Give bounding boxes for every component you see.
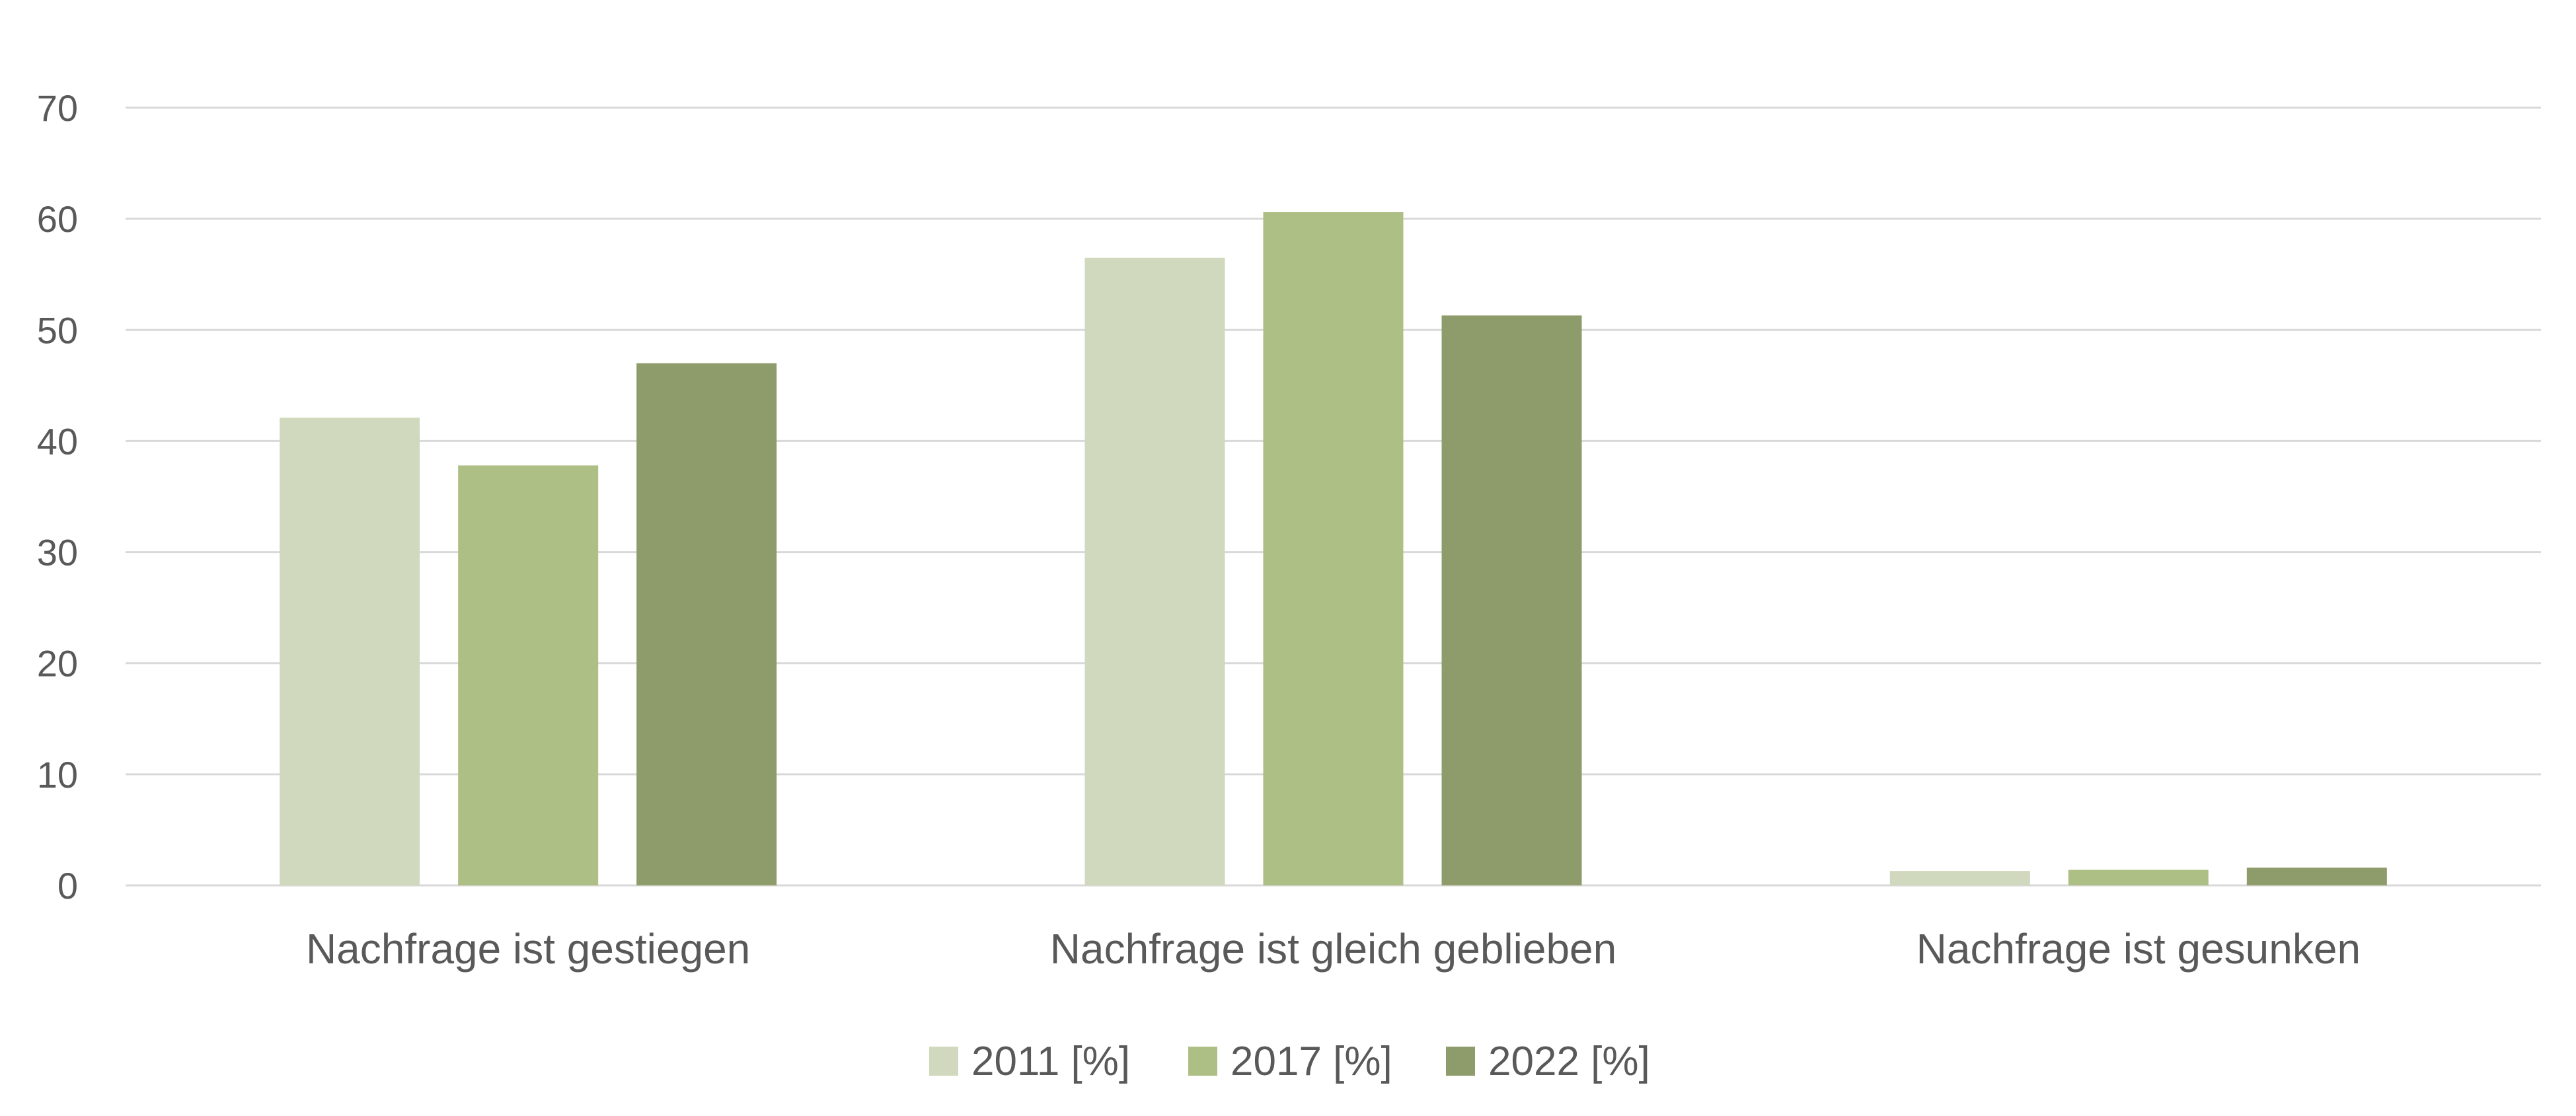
bar-3-3 (2246, 868, 2387, 885)
bar-3-1 (1889, 871, 2030, 885)
legend-label-2: 2017 [%] (1231, 1039, 1392, 1084)
bar-3-2 (2068, 870, 2209, 885)
y-tick-label: 70 (37, 87, 78, 129)
y-tick-label: 20 (37, 643, 78, 685)
x-category-label: Nachfrage ist gleich geblieben (1050, 925, 1616, 973)
bar-2-1 (1084, 257, 1225, 885)
y-tick-label: 50 (37, 309, 78, 351)
bar-2-2 (1263, 212, 1404, 885)
bar-1-2 (458, 465, 599, 885)
bars (280, 212, 2387, 886)
legend-swatch-1 (929, 1047, 958, 1076)
legend-swatch-2 (1188, 1047, 1217, 1076)
bar-2-3 (1441, 315, 1582, 886)
x-axis-categories: Nachfrage ist gestiegen Nachfrage ist gle… (306, 925, 2361, 973)
y-tick-label: 0 (57, 865, 78, 907)
y-tick-label: 40 (37, 420, 78, 462)
y-axis-ticks: 0 10 20 30 40 50 60 70 (37, 87, 78, 907)
legend-label-3: 2022 [%] (1488, 1039, 1650, 1084)
y-tick-label: 60 (37, 198, 78, 240)
legend-label-1: 2011 [%] (971, 1039, 1130, 1084)
y-tick-label: 30 (37, 532, 78, 574)
legend: 2011 [%] 2017 [%] 2022 [%] (929, 1039, 1650, 1084)
legend-swatch-3 (1446, 1047, 1475, 1076)
bar-1-3 (636, 363, 777, 885)
bar-1-1 (280, 418, 420, 885)
y-tick-label: 10 (37, 754, 78, 796)
x-category-label: Nachfrage ist gesunken (1916, 925, 2361, 973)
x-category-label: Nachfrage ist gestiegen (306, 925, 750, 973)
